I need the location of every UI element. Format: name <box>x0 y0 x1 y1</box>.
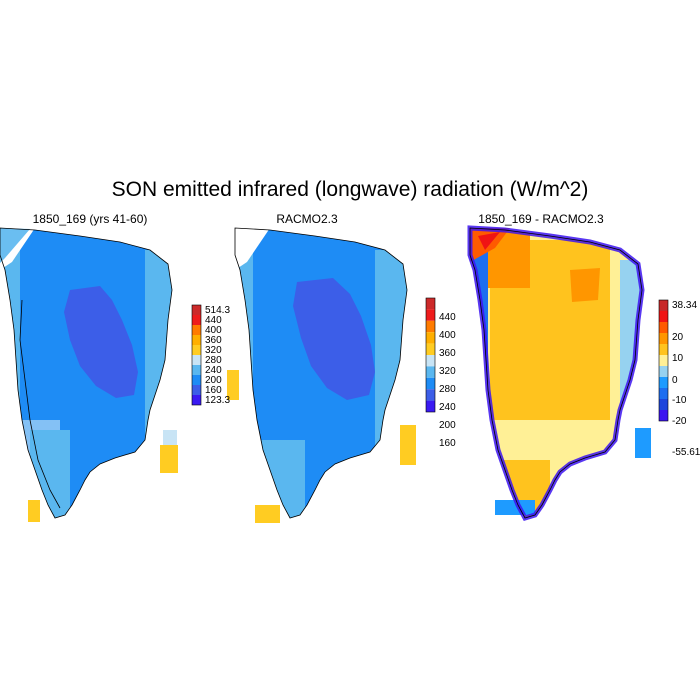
colorbar-label: 400 <box>439 330 456 341</box>
panel-title-racmo: RACMO2.3 <box>276 212 338 226</box>
panel-title-model: 1850_169 (yrs 41-60) <box>32 212 148 226</box>
colorbar-label: 0 <box>672 375 678 386</box>
map-panel-model <box>0 227 178 522</box>
colorbar-label: 360 <box>205 335 222 346</box>
colorbar-label: -55.61 <box>672 447 700 458</box>
map-panel-difference <box>470 228 651 528</box>
colorbar-label: 320 <box>439 366 456 377</box>
colorbar-difference: 38.34 20 10 0 -10 -20 -55.61 <box>658 299 700 458</box>
colorbar-label: 400 <box>205 325 222 336</box>
panel-title-difference: 1850_169 - RACMO2.3 <box>478 212 604 226</box>
colorbar-label: 240 <box>205 365 222 376</box>
colorbar-label: 20 <box>672 332 684 343</box>
colorbar-label: 360 <box>439 348 456 359</box>
colorbar-label: 123.3 <box>205 395 230 406</box>
colorbar-label: 514.3 <box>205 305 230 316</box>
colorbar-racmo: 440 400 360 320 280 240 200 160 <box>425 297 456 449</box>
colorbar-label: 280 <box>439 384 456 395</box>
figure-title: SON emitted infrared (longwave) radiatio… <box>111 178 589 201</box>
colorbar-label: 280 <box>205 355 222 366</box>
colorbar-label: 200 <box>439 420 456 431</box>
colorbar-label: 160 <box>205 385 222 396</box>
colorbar-label: 320 <box>205 345 222 356</box>
colorbar-label: 38.34 <box>672 300 697 311</box>
map-panel-racmo <box>227 227 416 523</box>
colorbar-label: 440 <box>439 312 456 323</box>
colorbar-label: -10 <box>672 395 687 406</box>
colorbar-label: 440 <box>205 315 222 326</box>
colorbar-label: 240 <box>439 402 456 413</box>
colorbar-label: 160 <box>439 438 456 449</box>
colorbar-model: 514.3 440 400 360 320 280 240 200 160 12… <box>191 304 230 406</box>
colorbar-label: -20 <box>672 416 687 427</box>
colorbar-label: 200 <box>205 375 222 386</box>
colorbar-label: 10 <box>672 353 684 364</box>
